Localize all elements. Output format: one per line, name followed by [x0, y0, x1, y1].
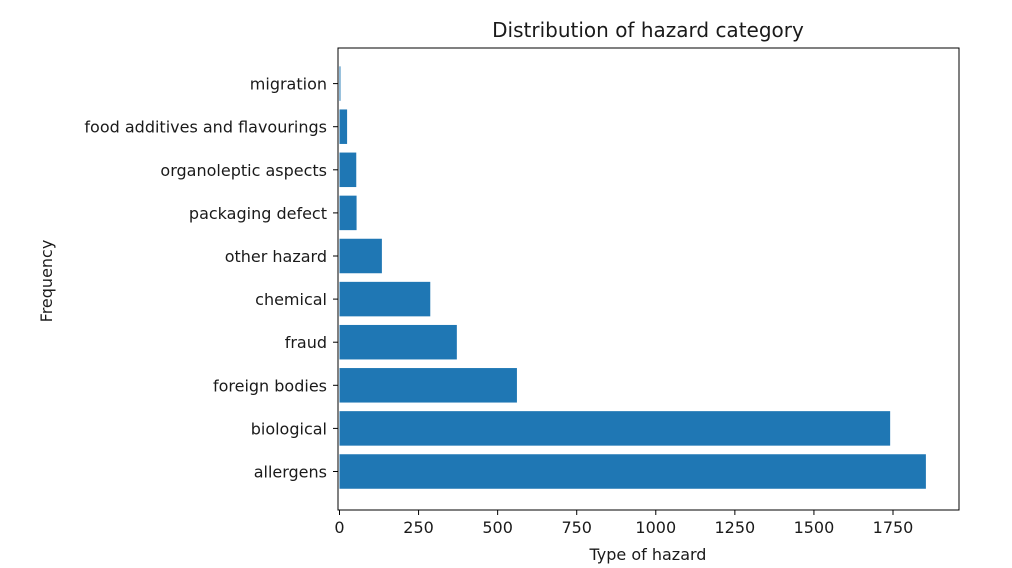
x-tick-label: 1250: [714, 518, 755, 537]
plot-frame: [337, 47, 960, 511]
y-tick-label: biological: [251, 419, 327, 438]
y-tick-label: other hazard: [225, 247, 327, 266]
chart-title: Distribution of hazard category: [492, 18, 804, 42]
bar-organoleptic-aspects: [339, 152, 357, 188]
x-ticks-group: 0 250 500 750 1000 1250 1500 1750: [334, 510, 913, 537]
x-tick-label: 1500: [794, 518, 835, 537]
y-tick-label: migration: [250, 75, 327, 94]
bar-allergens: [339, 454, 926, 489]
x-axis-label: Type of hazard: [589, 545, 707, 564]
bar-biological: [339, 411, 891, 446]
y-tick-label: chemical: [255, 290, 327, 309]
y-tick-label: packaging defect: [189, 204, 327, 223]
x-tick-label: 1000: [635, 518, 676, 537]
bar-food-additives-and-flavourings: [339, 109, 348, 144]
y-tick-label: allergens: [254, 463, 327, 482]
x-tick-label: 500: [482, 518, 513, 537]
bar-chemical: [339, 281, 431, 317]
x-tick-label: 750: [561, 518, 592, 537]
bar-foreign-bodies: [339, 368, 517, 403]
y-tick-label: organoleptic aspects: [160, 161, 327, 180]
y-tick-label: food additives and flavourings: [84, 118, 327, 137]
bar-other-hazard: [339, 238, 382, 274]
bar-fraud: [339, 324, 457, 360]
y-ticks-group: allergens biological foreign bodies fraud ch…: [84, 75, 338, 482]
y-tick-label: foreign bodies: [213, 376, 327, 395]
x-tick-label: 250: [403, 518, 434, 537]
y-axis-label: Frequency: [37, 240, 56, 323]
x-tick-label: 0: [334, 518, 344, 537]
bar-migration: [339, 66, 341, 101]
y-tick-label: fraud: [285, 333, 327, 352]
x-tick-label: 1750: [873, 518, 914, 537]
bar-packaging-defect: [339, 195, 357, 231]
bars-group: [339, 66, 926, 489]
